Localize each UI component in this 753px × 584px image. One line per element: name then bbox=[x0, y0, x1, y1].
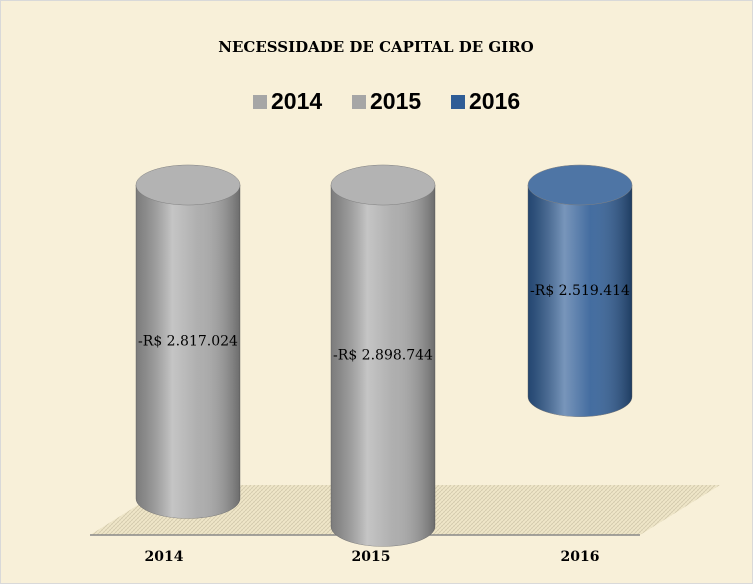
chart-title: NECESSIDADE DE CAPITAL DE GIRO bbox=[218, 38, 533, 56]
bar-shade bbox=[136, 185, 240, 519]
bar-shade bbox=[331, 185, 436, 547]
bar-top-shade bbox=[331, 165, 435, 205]
bar-top-shade bbox=[528, 165, 632, 205]
legend-label: 2016 bbox=[469, 88, 520, 114]
bar-top-shade bbox=[136, 165, 240, 205]
legend-label: 2015 bbox=[370, 88, 421, 114]
legend-label: 2014 bbox=[271, 88, 322, 114]
bar-top bbox=[527, 164, 633, 206]
x-tick-label: 2016 bbox=[561, 549, 600, 565]
x-tick-label: 2015 bbox=[352, 549, 391, 565]
x-tick-label: 2014 bbox=[145, 549, 184, 565]
data-label: -R$ 2.519.414 bbox=[530, 283, 630, 299]
legend-swatch bbox=[352, 95, 366, 109]
data-label: -R$ 2.817.024 bbox=[138, 334, 238, 350]
data-label: -R$ 2.898.744 bbox=[333, 348, 433, 364]
bar-shade bbox=[528, 185, 632, 417]
legend-swatch bbox=[451, 95, 465, 109]
bar-top bbox=[330, 164, 436, 206]
bar-top bbox=[135, 164, 241, 206]
legend-swatch bbox=[253, 95, 267, 109]
